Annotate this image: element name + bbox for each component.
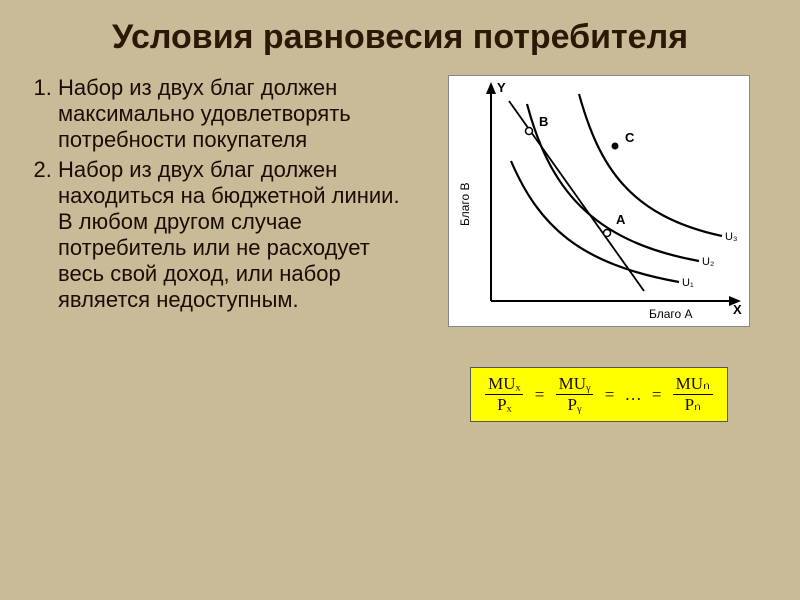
fraction-muy-py: MUᵧ Pᵧ [556, 374, 594, 415]
fraction-mun-pn: MUₙ Pₙ [673, 374, 713, 415]
bullet-2: Набор из двух благ должен находиться на … [58, 157, 410, 313]
equals-2: = [605, 385, 615, 405]
y-axis-arrow [486, 82, 496, 94]
chart-column: Y X Благо B Благо A U₁ U₂ U₃ B C A MUₓ Pₓ [428, 75, 770, 422]
x-axis-letter: X [733, 302, 742, 317]
chart-svg: Y X Благо B Благо A U₁ U₂ U₃ B C A [449, 76, 749, 326]
point-B [526, 128, 533, 135]
fraction-mux-px: MUₓ Pₓ [485, 374, 523, 415]
text-column: Набор из двух благ должен максимально уд… [30, 75, 410, 422]
slide-title: Условия равновесия потребителя [30, 18, 770, 57]
bullet-1: Набор из двух благ должен максимально уд… [58, 75, 410, 153]
equals-1: = [535, 385, 545, 405]
dots: … [625, 385, 642, 405]
point-C [612, 143, 619, 150]
indifference-chart: Y X Благо B Благо A U₁ U₂ U₃ B C A [448, 75, 750, 327]
y-axis-label: Благо B [458, 183, 472, 227]
curve-U3 [579, 94, 722, 236]
point-A [604, 230, 611, 237]
curve-label-U2: U₂ [702, 256, 714, 268]
x-axis-label: Благо A [649, 307, 693, 321]
content-row: Набор из двух благ должен максимально уд… [30, 75, 770, 422]
equals-3: = [652, 385, 662, 405]
point-label-B: B [539, 114, 548, 129]
chart-points: B C A [526, 114, 636, 237]
point-label-A: A [616, 212, 626, 227]
curve-U2 [527, 104, 699, 261]
y-axis-letter: Y [497, 80, 506, 95]
point-label-C: C [625, 130, 635, 145]
slide: Условия равновесия потребителя Набор из … [0, 0, 800, 600]
bullet-list: Набор из двух благ должен максимально уд… [30, 75, 410, 313]
curve-label-U1: U₁ [682, 277, 694, 289]
curve-label-U3: U₃ [725, 231, 737, 243]
equilibrium-formula: MUₓ Pₓ = MUᵧ Pᵧ = … = MUₙ Pₙ [470, 367, 728, 422]
